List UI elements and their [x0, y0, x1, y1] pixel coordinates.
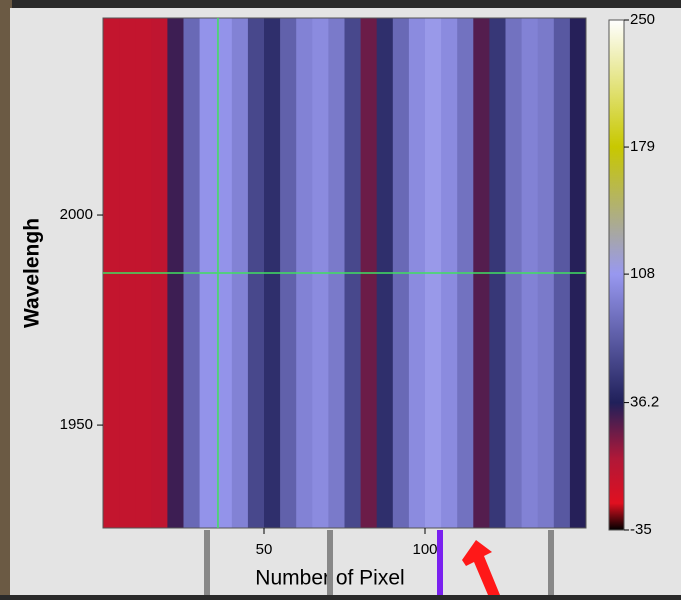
colorbar-tick-label: 36.2: [630, 394, 659, 411]
y-axis-label: Wavelengh: [21, 218, 44, 328]
background-edge: [0, 0, 12, 595]
arrow: [462, 540, 500, 595]
colorbar-tick-label: 250: [630, 11, 655, 28]
colorbar-tick-label: 179: [630, 138, 655, 155]
y-tick-label: 2000: [60, 206, 93, 223]
colorbar-tick-label: -35: [630, 521, 652, 538]
marker-bar: [204, 530, 210, 595]
y-tick-label: 1950: [60, 416, 93, 433]
marker-bar: [327, 530, 333, 595]
colorbar: [608, 19, 625, 531]
x-tick-label: 50: [256, 541, 273, 558]
marker-bar-highlight: [437, 530, 443, 595]
colorbar-tick-label: 108: [630, 265, 655, 282]
x-tick-label: 100: [412, 541, 437, 558]
marker-bar: [548, 530, 554, 595]
